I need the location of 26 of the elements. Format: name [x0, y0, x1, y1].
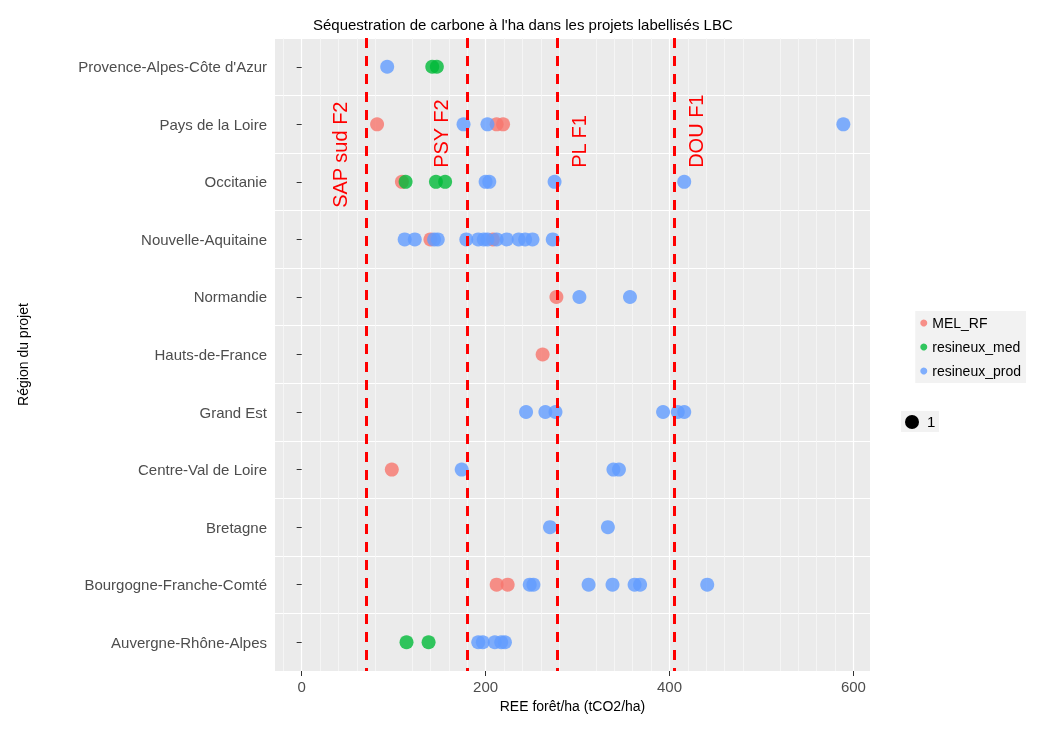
- y-tick-label: Bretagne: [206, 518, 267, 536]
- ref-line-label: PSY F2: [430, 99, 453, 168]
- chart-title: Séquestration de carbone à l'ha dans les projets labellisés LBC: [313, 16, 733, 33]
- y-tick-label: Nouvelle-Aquitaine: [141, 230, 267, 248]
- x-tick-label: 200: [473, 678, 499, 695]
- x-tick-label: 600: [840, 678, 866, 695]
- y-tick-label: Provence-Alpes-Côte d'Azur: [78, 58, 267, 76]
- ref-line-label: PL F1: [568, 115, 591, 168]
- legend-label: resineux_prod: [932, 363, 1022, 379]
- x-tick-label: 400: [657, 678, 683, 695]
- y-axis-title: Région du projet: [15, 303, 31, 406]
- y-tick-label: Normandie: [193, 288, 267, 306]
- y-tick-label: Bourgogne-Franche-Comté: [84, 576, 267, 594]
- y-tick-label: Auvergne-Rhône-Alpes: [111, 633, 267, 651]
- ref-line-label: SAP sud F2: [329, 101, 352, 208]
- ref-line-label: DOU F1: [685, 94, 708, 168]
- y-tick-label: Centre-Val de Loire: [138, 461, 267, 479]
- x-axis-title: REE forêt/ha (tCO2/ha): [499, 698, 646, 714]
- legend-label: resineux_med: [932, 339, 1021, 355]
- text: 1: [927, 413, 936, 430]
- y-tick-label: Grand Est: [199, 403, 268, 421]
- x-tick-label: 0: [297, 678, 306, 695]
- y-tick-label: Pays de la Loire: [159, 115, 267, 133]
- y-tick-label: Hauts-de-France: [154, 346, 267, 363]
- y-tick-label: Occitanie: [204, 173, 267, 191]
- legend-label: MEL_RF: [932, 315, 988, 331]
